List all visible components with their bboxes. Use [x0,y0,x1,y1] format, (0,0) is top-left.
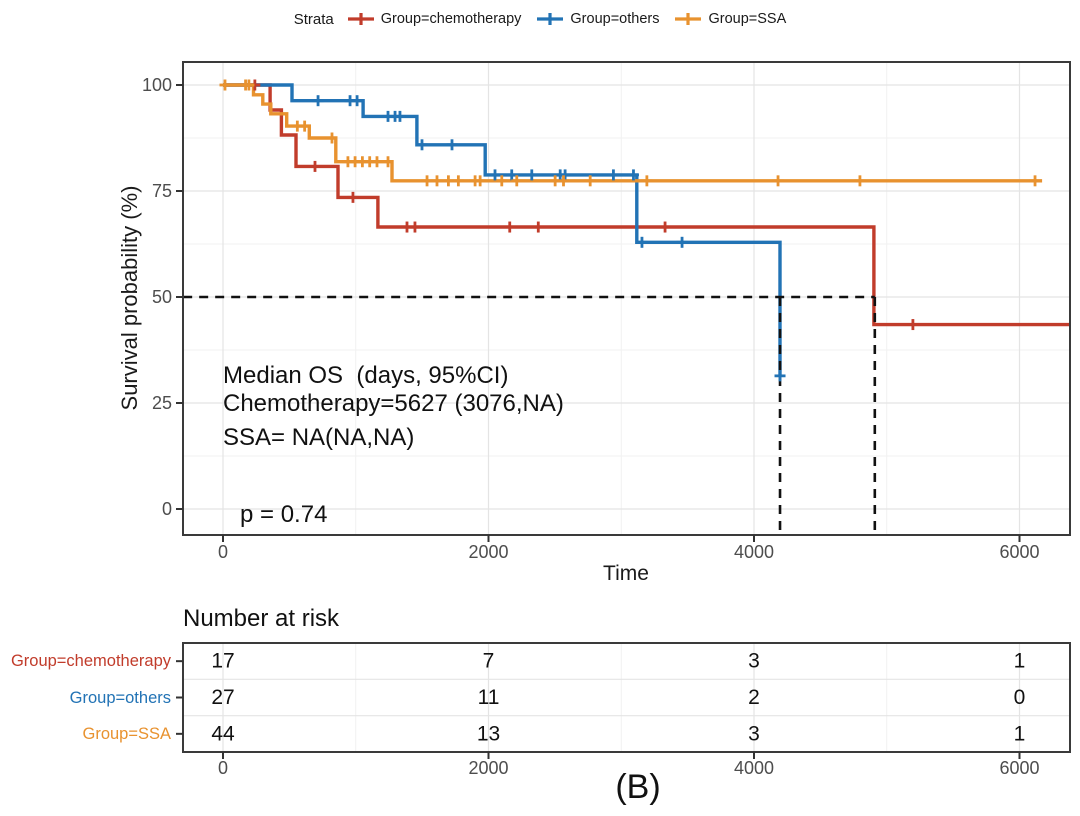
risk-count: 1 [1014,722,1026,745]
risk-table-title: Number at risk [183,605,340,632]
legend-item-SSA: Group=SSA [674,11,786,27]
legend-item-label: Group=SSA [708,11,787,27]
risk-row-label-chemotherapy: Group=chemotherapy [10,652,171,671]
survival-curve-others [223,83,782,376]
y-axis-tick-label: 100 [142,75,172,95]
risk-row-label-others: Group=others [69,688,171,707]
legend-key-icon [675,13,702,25]
legend-key-icon [537,13,564,25]
risk-axis-tick-label: 6000 [999,758,1039,778]
plot-panel-border [182,61,1071,536]
risk-count: 3 [748,650,760,673]
annotation-pvalue: p = 0.74 [240,501,328,528]
risk-row-label-SSA: Group=SSA [82,724,171,743]
x-axis-title: Time [603,562,649,585]
risk-count: 27 [211,686,234,709]
legend-items: Group=chemotherapy Group=others Group=SSA [347,11,786,27]
x-axis-tick-label: 0 [218,542,228,562]
x-axis-tick-label: 2000 [468,542,508,562]
risk-count: 7 [483,650,495,673]
annotation-chemotherapy-median: Chemotherapy=5627 (3076,NA) [223,390,564,417]
risk-count: 1 [1014,650,1026,673]
y-axis-tick-label: 0 [162,499,172,519]
x-axis-tick-label: 4000 [734,542,774,562]
y-axis-title: Survival probability (%) [117,185,142,411]
risk-count: 17 [211,650,234,673]
survival-curve-chemotherapy [223,83,1070,327]
legend-item-chemotherapy: Group=chemotherapy [347,11,522,27]
legend-item-label: Group=chemotherapy [380,11,522,27]
risk-axis-tick-label: 4000 [734,758,774,778]
risk-axis-tick-label: 2000 [468,758,508,778]
annotation-ssa-median: SSA= NA(NA,NA) [223,424,415,451]
risk-count: 44 [211,722,235,745]
strata-legend: Strata Group=chemotherapy Group=others Gro… [0,6,1080,32]
risk-count: 11 [478,686,500,709]
legend-title: Strata [293,10,334,28]
risk-panel-border [182,642,1071,753]
risk-axis-tick-label: 0 [218,758,228,778]
risk-count: 0 [1014,686,1026,709]
legend-key-icon [347,13,374,25]
risk-count: 3 [748,722,760,745]
legend-item-others: Group=others [536,11,659,27]
risk-count: 2 [748,686,760,709]
y-axis-tick-label: 75 [152,181,172,201]
y-axis-tick-label: 50 [152,287,172,307]
x-axis-tick-label: 6000 [999,542,1039,562]
annotation-median-os-title: Median OS (days, 95%CI) [223,362,509,389]
legend-item-label: Group=others [570,11,660,27]
figure-caption: (B) [615,768,661,806]
y-axis-tick-label: 25 [152,393,172,413]
risk-count: 13 [477,722,500,745]
